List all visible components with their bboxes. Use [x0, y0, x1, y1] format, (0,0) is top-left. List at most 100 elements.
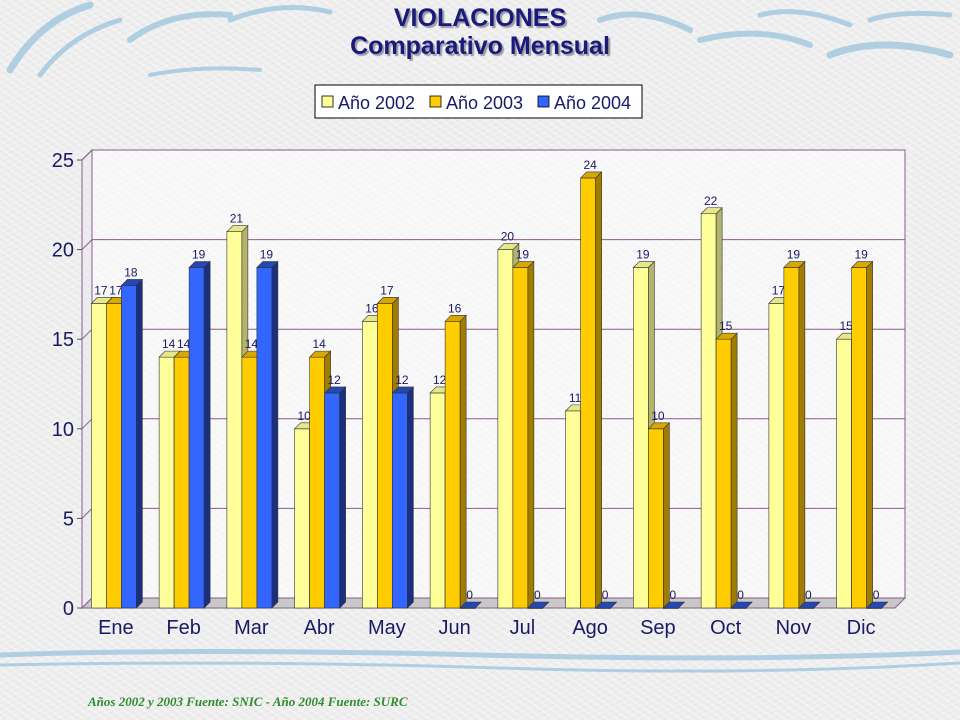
bar	[241, 356, 258, 609]
bar-side	[730, 332, 738, 609]
bar-top	[459, 601, 482, 609]
bar-top	[188, 261, 211, 268]
data-label: 19	[192, 248, 206, 262]
data-label: 12	[395, 373, 409, 387]
data-label: 10	[297, 409, 311, 423]
data-label: 16	[448, 301, 462, 315]
data-label: 19	[636, 248, 650, 262]
data-label: 24	[583, 158, 597, 172]
legend-swatch	[429, 95, 442, 108]
y-tick-label: 10	[52, 419, 74, 441]
chart-subtitle: Comparativo Mensual	[350, 32, 610, 60]
gridline-side	[81, 508, 93, 519]
bar-side	[136, 278, 143, 609]
data-label: 14	[162, 337, 176, 351]
x-tick-label: May	[368, 617, 406, 639]
bar-side	[203, 260, 211, 609]
gridline-side	[81, 418, 93, 430]
data-label: 10	[651, 409, 665, 423]
bar-top	[444, 314, 467, 322]
data-label: 19	[854, 248, 868, 262]
bar	[294, 428, 310, 609]
bar-side	[866, 260, 873, 609]
x-tick-label: Dic	[847, 617, 876, 639]
y-tick-label: 5	[63, 508, 74, 530]
bar-top	[632, 261, 656, 268]
bar-top	[376, 297, 400, 304]
x-tick-label: Sep	[640, 617, 676, 639]
bar-top	[715, 332, 738, 340]
legend-swatch	[321, 95, 334, 108]
bar	[377, 303, 393, 609]
bar-top	[798, 601, 821, 609]
y-tick-label: 15	[52, 329, 74, 351]
bar	[836, 338, 852, 609]
bar	[633, 267, 649, 609]
side-wall	[81, 148, 93, 610]
bar-top	[226, 225, 249, 232]
data-label: 19	[516, 248, 530, 262]
bar-top	[497, 243, 520, 250]
x-tick-label: Feb	[166, 617, 200, 639]
bar-top	[662, 601, 686, 609]
bar	[648, 428, 664, 609]
legend	[314, 84, 643, 119]
x-tick-label: Ene	[98, 617, 134, 639]
bar	[173, 356, 190, 609]
data-label: 0	[602, 588, 609, 602]
x-tick-label: Mar	[234, 617, 269, 639]
data-label: 19	[260, 248, 274, 262]
bar-top	[527, 601, 550, 609]
bar	[188, 267, 205, 609]
bar	[497, 249, 514, 609]
bar-top	[647, 422, 671, 430]
bar-side	[271, 260, 279, 609]
bar	[565, 410, 581, 609]
data-label: 17	[94, 283, 108, 297]
bar-top	[865, 601, 889, 609]
bar	[851, 267, 867, 609]
data-label: 14	[245, 337, 259, 351]
chart-title: VIOLACIONES	[393, 4, 567, 32]
bar	[715, 338, 732, 609]
bar-top	[120, 279, 144, 286]
y-tick-label: 25	[52, 150, 74, 172]
gridline-side	[81, 149, 93, 161]
data-label: 20	[501, 230, 515, 244]
gridline-side	[81, 239, 93, 250]
bar	[158, 356, 175, 609]
legend-swatch	[537, 95, 550, 108]
data-label: 17	[380, 283, 394, 297]
bar	[309, 356, 325, 609]
data-label: 19	[787, 248, 801, 262]
bar-top	[308, 350, 332, 358]
bar-side	[595, 171, 602, 609]
x-tick-label: Jul	[510, 617, 536, 639]
legend-label: Año 2004	[554, 93, 631, 113]
x-tick-label: Nov	[776, 617, 812, 639]
y-tick-label: 20	[52, 240, 74, 262]
x-tick-label: Oct	[710, 617, 742, 639]
data-label: 18	[124, 265, 138, 279]
source-note: Años 2002 y 2003 Fuente: SNIC - Año 2004…	[88, 694, 408, 709]
bar	[121, 285, 137, 609]
bar	[700, 213, 717, 609]
data-label: 11	[569, 391, 582, 405]
bar-side	[339, 386, 346, 609]
data-label: 17	[772, 283, 786, 297]
bar-side	[527, 260, 535, 609]
bar	[580, 177, 596, 609]
bar	[392, 392, 408, 609]
data-label: 0	[737, 588, 744, 602]
bar	[429, 392, 446, 609]
x-tick-label: Jun	[439, 617, 471, 639]
bar-top	[594, 601, 618, 609]
bar-top	[850, 261, 874, 268]
legend-label: Año 2003	[446, 93, 523, 113]
bar-top	[323, 386, 347, 394]
data-label: 14	[312, 337, 326, 351]
bar	[512, 267, 529, 609]
bar-top	[391, 386, 415, 394]
bar	[91, 303, 107, 609]
